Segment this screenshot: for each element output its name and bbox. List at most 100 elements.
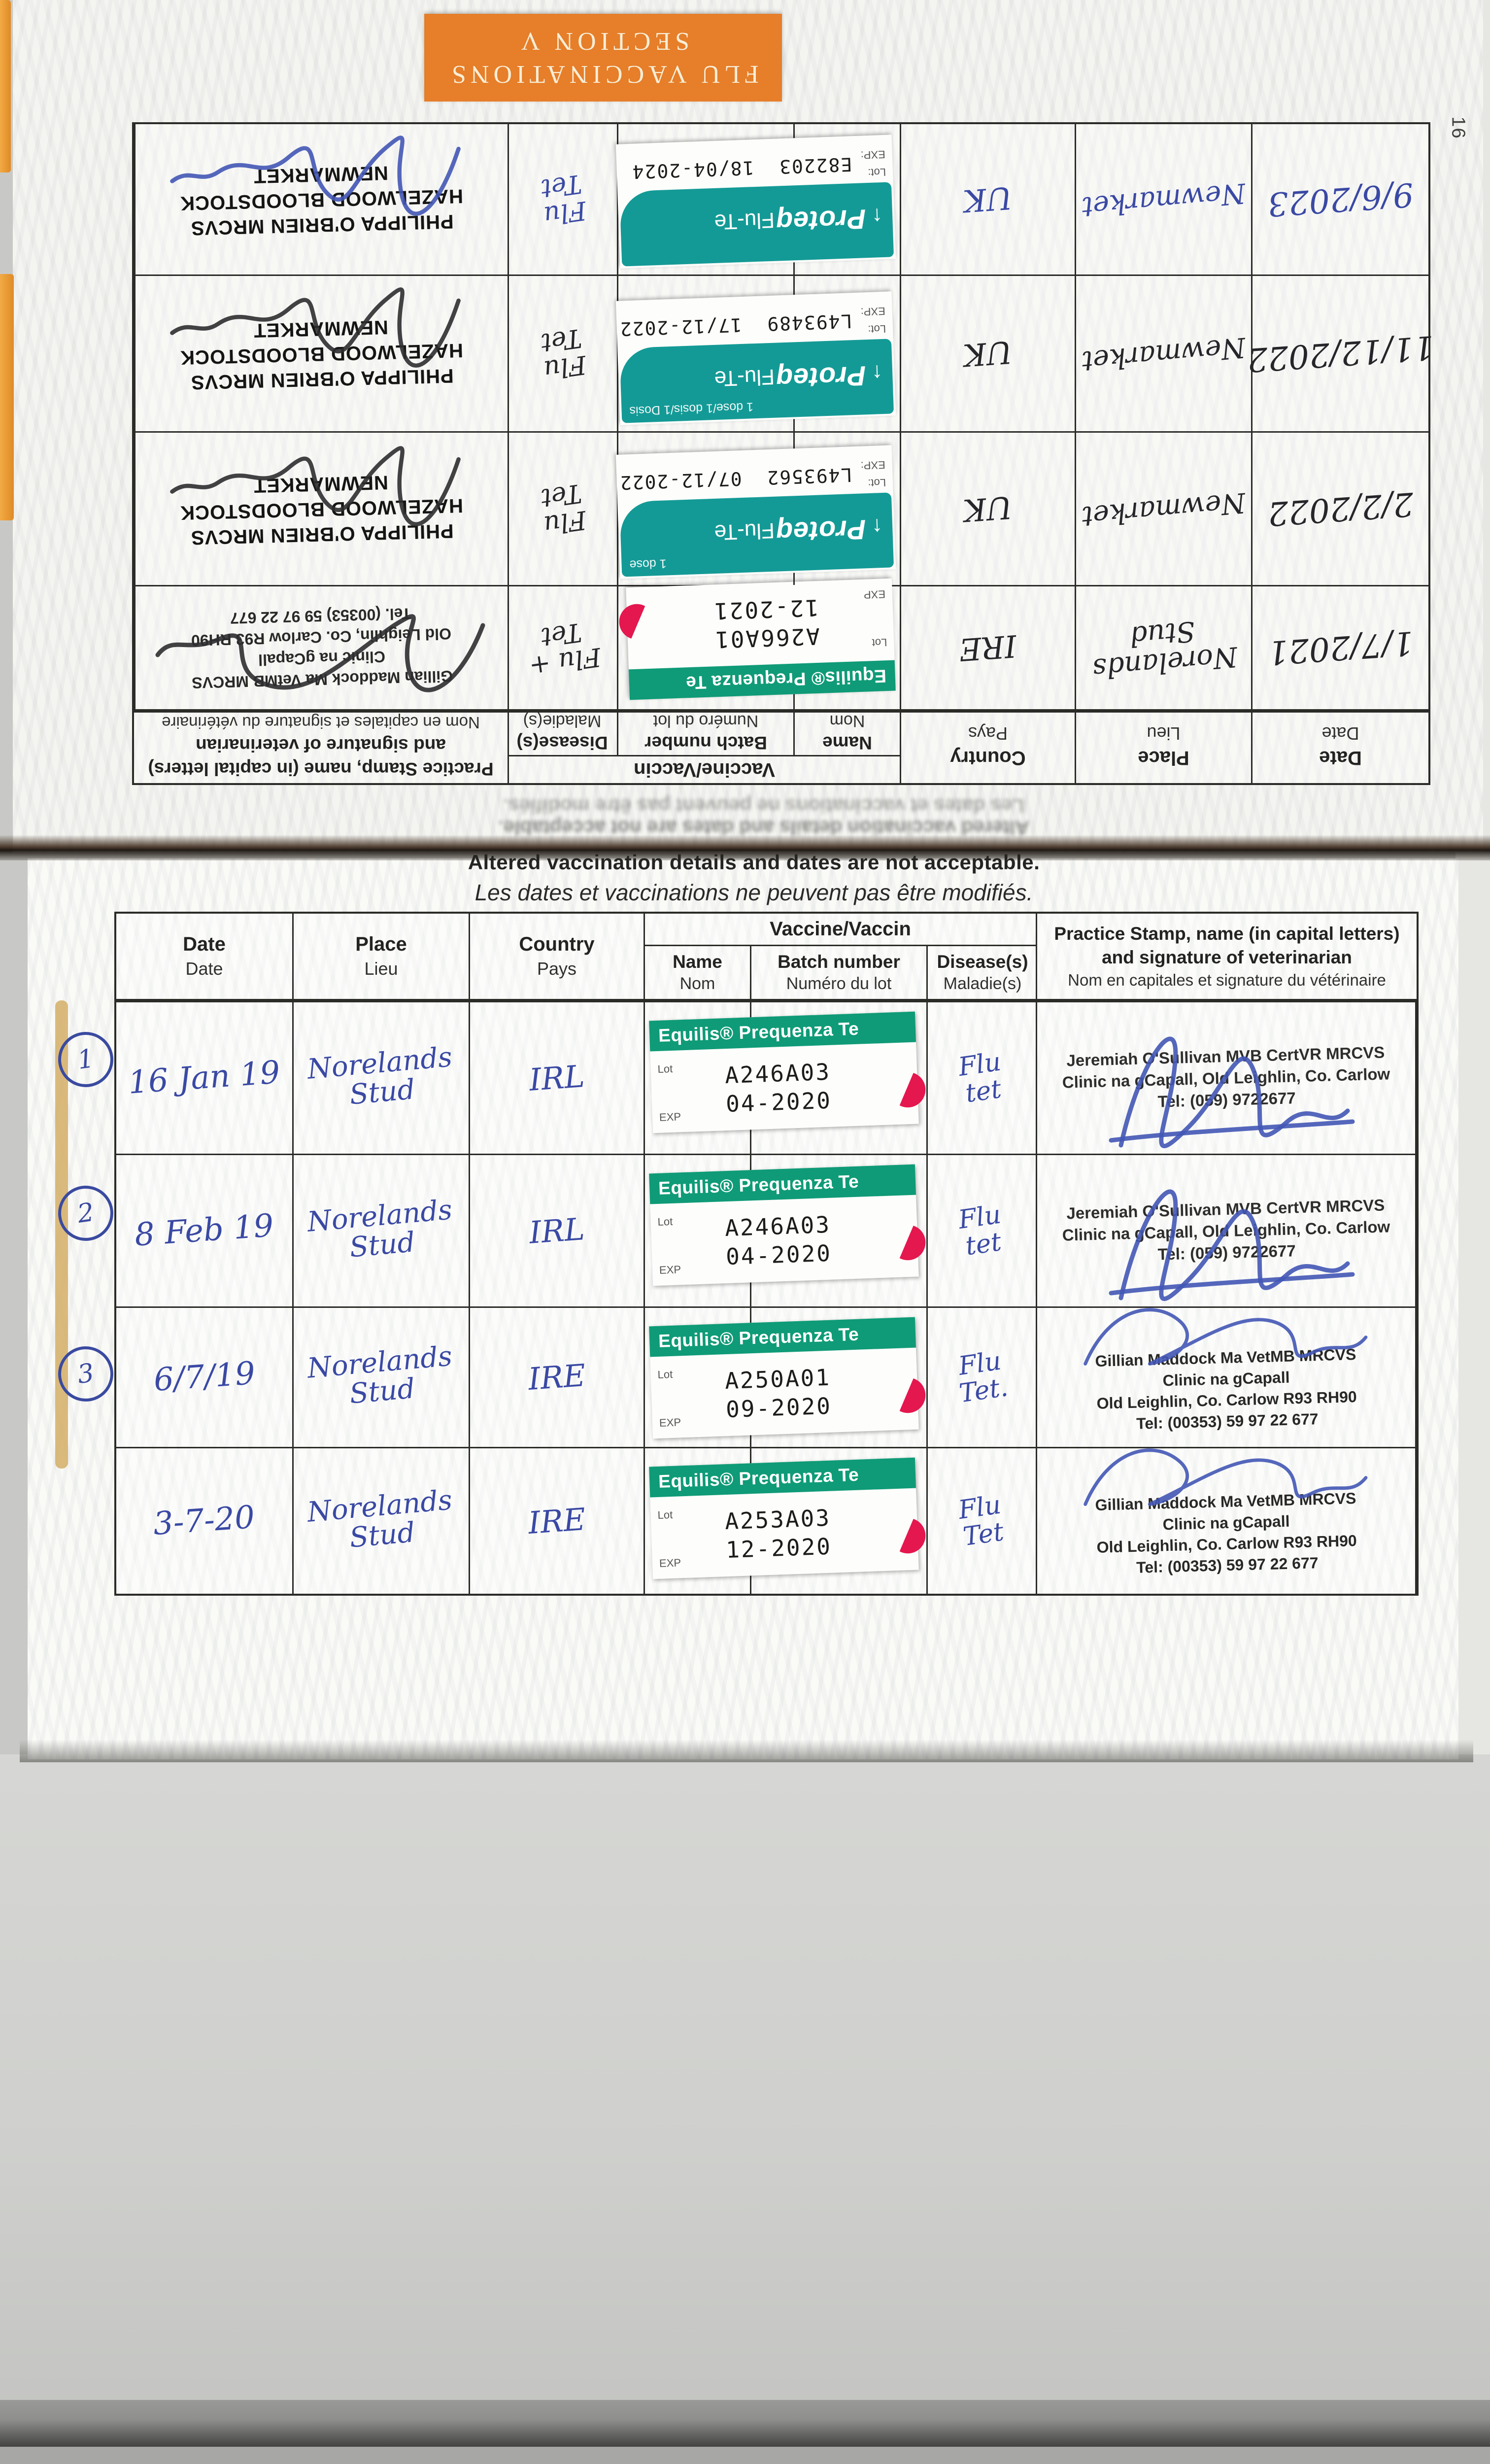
- exp-label: EXP: [659, 1556, 681, 1570]
- practice-stamp: Gillian Maddock Ma VetMB MRCVS Clinic na…: [1095, 1345, 1357, 1433]
- lot-exp-labels: Lot: EXP:: [860, 458, 886, 490]
- disease-entry: Flu + Tet: [527, 617, 603, 681]
- table-header: Date Date Place Lieu Country Pays Vaccin…: [134, 709, 1428, 783]
- header-batch: Batch number Numéro du lot: [751, 946, 928, 999]
- batch-values: E82203 18/04-2024: [631, 153, 853, 183]
- header-name: Name Nom: [793, 709, 900, 755]
- practice-stamp: PHILIPPA O'BRIEN MRCVS HAZELWOOD BLOODST…: [179, 471, 464, 548]
- proteq-brand: ↑ Proteq Flu-Te: [713, 204, 883, 238]
- batch-values: A246A03 04-2020: [724, 1058, 832, 1117]
- date-entry: 2/2/2022: [1266, 484, 1415, 533]
- header-vaccine: Vaccine/Vaccin: [634, 759, 775, 781]
- country-entry: IRE: [958, 628, 1018, 668]
- place-entry: Norelands Stud: [306, 1340, 454, 1410]
- proteq-band: 1 dose/1 dosis/1 Dosis ↑ Proteq Flu-Te: [619, 339, 894, 423]
- section-banner-line2: SECTION V: [516, 27, 690, 55]
- disease-entry: Flu Tet: [539, 323, 588, 385]
- date-entry: 9/6/2023: [1266, 175, 1415, 224]
- country-entry: IRE: [527, 1357, 587, 1398]
- proteq-brand: ↑ Proteq Flu-Te: [713, 360, 883, 395]
- proteq-brand: ↑ Proteq Flu-Te: [713, 514, 883, 548]
- exp-label: EXP: [659, 1263, 681, 1276]
- vaccine-sticker-equilis: Equilis® Prequenza Te Lot A246A03 04-2020…: [649, 1011, 919, 1133]
- date-entry: 3-7-20: [152, 1499, 256, 1543]
- arrow-icon: ↑: [871, 514, 883, 539]
- book-cover-edge-mark: [55, 1000, 68, 1469]
- table-row: 9/6/2023 Newmarket UK Flu Tet PHILIPPA O'…: [134, 124, 1428, 274]
- country-entry: IRL: [528, 1058, 586, 1098]
- batch-values: A250A01 09-2020: [724, 1364, 832, 1423]
- table-row: 1/7/2021 Norelands Stud IRE Flu + Tet Gill…: [134, 578, 1428, 709]
- batch-values: L493562 07/12-2022: [619, 464, 853, 494]
- header-vaccine: Vaccine/Vaccin: [770, 918, 911, 940]
- lot-exp-labels: Lot: EXP:: [860, 305, 886, 336]
- table-row: 8 Feb 19 Norelands Stud IRL Flu tet Jeremi…: [116, 1155, 1417, 1308]
- practice-stamp: Jeremiah O'Sullivan MVB CertVR MRCVS Cli…: [1062, 1043, 1390, 1111]
- header-country: Country Pays: [470, 914, 645, 999]
- country-entry: IRL: [528, 1211, 586, 1251]
- notice-text: Altered vaccination details and dates ar…: [296, 851, 1212, 906]
- date-entry: 6/7/19: [152, 1355, 256, 1399]
- notice-fr: Les dates et vaccinations ne peuvent pas…: [474, 880, 1033, 905]
- bottom-page: [28, 858, 1458, 1759]
- page-fold-shadow: [0, 835, 1490, 860]
- place-entry: Norelands Stud: [306, 1484, 454, 1554]
- practice-stamp: Gillian Maddock Ma VetMB MRCVS Clinic na…: [191, 605, 453, 692]
- vaccine-sticker-proteq: 1 dose ↑ Proteq Flu-Te Lot: EXP: L493562 …: [615, 445, 896, 579]
- table-row: 3-7-20 Norelands Stud IRE Flu Tet Gillian …: [116, 1448, 1417, 1594]
- lot-label: Lot: [657, 1368, 673, 1381]
- country-entry: IRE: [527, 1501, 587, 1541]
- header-place: Place Lieu: [1075, 709, 1251, 783]
- proteq-band: ↑ Proteq Flu-Te: [619, 182, 894, 267]
- header-date: Date Date: [116, 914, 294, 999]
- vaccination-table-top: Date Date Place Lieu Country Pays Vaccin…: [132, 122, 1435, 785]
- place-entry: Norelands Stud: [1091, 615, 1239, 685]
- disease-entry: Flu tet: [956, 1047, 1004, 1108]
- page-number: 16: [1448, 116, 1469, 139]
- table-row: 2/2/2022 Newmarket UK Flu Tet PHILIPPA O'…: [134, 431, 1428, 585]
- table-header: Date Date Place Lieu Country Pays Vaccin…: [116, 914, 1417, 1002]
- exp-label: EXP: [863, 588, 886, 601]
- section-banner-line1: FLU VACCINATIONS: [447, 60, 759, 88]
- disease-entry: Flu Tet.: [956, 1346, 1010, 1409]
- section-banner: FLU VACCINATIONS SECTION V: [424, 14, 782, 102]
- scanner-footer-band: [0, 2447, 1490, 2464]
- practice-stamp: Jeremiah O'Sullivan MVB CertVR MRCVS Cli…: [1062, 1196, 1390, 1264]
- exp-label: EXP: [659, 1110, 681, 1124]
- book-spine-edge: [0, 0, 11, 172]
- vaccine-sticker-equilis: Equilis® Prequenza Te Lot A250A01 09-2020…: [649, 1317, 919, 1439]
- lot-label: Lot: [657, 1508, 673, 1521]
- disease-entry: Flu Tet: [956, 1490, 1006, 1552]
- practice-stamp: Gillian Maddock Ma VetMB MRCVS Clinic na…: [1095, 1489, 1357, 1576]
- notice-en: Altered vaccination details and dates ar…: [468, 851, 1040, 874]
- lot-exp-labels: Lot: EXP:: [860, 148, 886, 179]
- showthrough-text: Altered vaccination details and dates ar…: [498, 817, 1030, 838]
- table-row: 16 Jan 19 Norelands Stud IRL Flu tet Jerem…: [116, 1002, 1417, 1155]
- place-entry: Norelands Stud: [306, 1041, 454, 1111]
- disease-entry: Flu Tet: [539, 169, 588, 231]
- table-row: 11/12/2022 Newmarket UK Flu Tet PHILIPPA …: [134, 274, 1435, 431]
- date-entry: 8 Feb 19: [133, 1207, 275, 1254]
- country-entry: UK: [962, 179, 1014, 219]
- page-bottom-shadow: [20, 1740, 1473, 1762]
- arrow-icon: ↑: [871, 204, 883, 229]
- disease-entry: Flu tet: [956, 1199, 1004, 1261]
- place-entry: Newmarket: [1080, 176, 1247, 223]
- date-entry: 16 Jan 19: [127, 1054, 281, 1101]
- header-vaccine-group: Vaccine/Vaccin Name Nom Batch number Num…: [508, 709, 900, 783]
- vaccination-table-bottom: Date Date Place Lieu Country Pays Vaccin…: [54, 912, 1419, 1596]
- batch-values: A246A03 04-2020: [724, 1211, 832, 1270]
- place-entry: Newmarket: [1080, 331, 1247, 377]
- lot-label: Lot: [657, 1062, 673, 1075]
- scanner-background: [0, 1754, 1490, 2410]
- lot-label: Lot: [872, 636, 887, 650]
- vaccine-sticker-proteq: ↑ Proteq Flu-Te Lot: EXP: E82203 18/04-20…: [615, 135, 896, 269]
- batch-values: L493489 17/12-2022: [619, 310, 853, 340]
- vaccine-sticker-proteq: 1 dose/1 dosis/1 Dosis ↑ Proteq Flu-Te L…: [615, 291, 896, 425]
- header-disease: Disease(s) Maladie(s): [516, 712, 608, 753]
- practice-stamp: PHILIPPA O'BRIEN MRCVS HAZELWOOD BLOODST…: [179, 162, 464, 239]
- practice-stamp: PHILIPPA O'BRIEN MRCVS HAZELWOOD BLOODST…: [179, 316, 464, 393]
- table-row: 6/7/19 Norelands Stud IRE Flu Tet. Gillian…: [116, 1308, 1417, 1448]
- header-practice-stamp: Practice Stamp, name (in capital letters…: [1054, 923, 1400, 989]
